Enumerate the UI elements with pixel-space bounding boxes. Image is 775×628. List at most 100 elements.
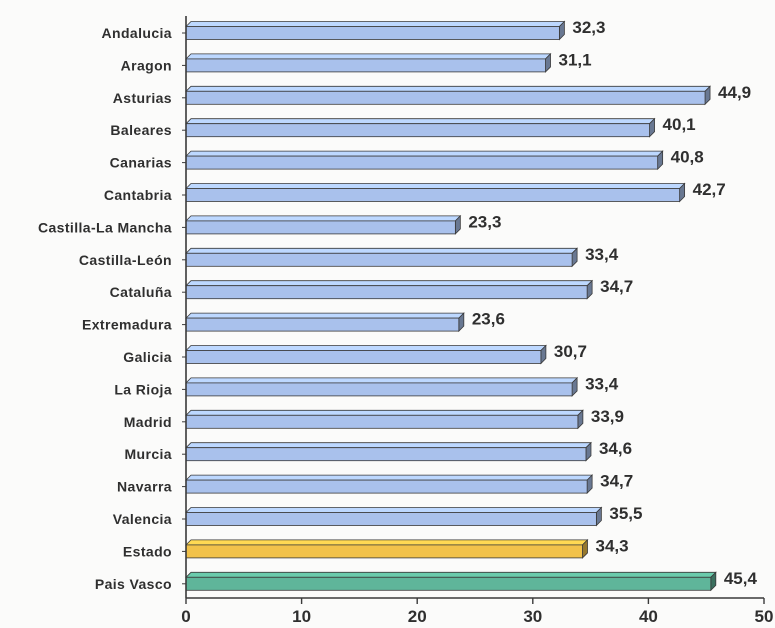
bar-baleares <box>185 117 656 138</box>
value-label-andalucia: 32,3 <box>572 18 605 37</box>
bar-estado <box>185 538 589 559</box>
bar-front-face <box>185 544 583 559</box>
bar-andalucia <box>185 20 566 41</box>
category-label-madrid: Madrid <box>124 414 172 430</box>
value-label-navarra: 34,7 <box>600 472 633 491</box>
value-label-aragon: 31,1 <box>559 50 592 69</box>
value-label-asturias: 44,9 <box>718 83 751 102</box>
bar-la-rioja <box>185 376 579 397</box>
category-label-cataluna: Cataluña <box>110 284 172 300</box>
bar-pais-vasco <box>185 571 717 592</box>
category-label-aragon: Aragon <box>121 57 172 73</box>
bar-front-face <box>185 479 588 494</box>
bar-top-face <box>185 345 547 351</box>
bar-navarra <box>185 474 594 495</box>
bar-front-face <box>185 155 659 170</box>
value-label-castilla-la-mancha: 23,3 <box>468 212 501 231</box>
value-label-madrid: 33,9 <box>591 407 624 426</box>
category-label-asturias: Asturias <box>113 90 172 106</box>
x-tick-label-20: 20 <box>408 607 427 626</box>
bar-top-face <box>185 118 656 125</box>
value-label-canarias: 40,8 <box>671 148 704 167</box>
value-label-castilla-leon: 33,4 <box>585 245 619 264</box>
bar-top-face <box>185 85 712 92</box>
bar-galicia <box>185 344 547 365</box>
bar-front-face <box>185 350 542 364</box>
bar-canarias <box>185 150 664 171</box>
value-label-valencia: 35,5 <box>609 504 642 523</box>
value-label-la-rioja: 33,4 <box>585 374 619 393</box>
bar-castilla-la-mancha <box>185 214 462 235</box>
bar-cataluna <box>185 279 594 300</box>
bar-top-face <box>185 183 686 189</box>
bar-valencia <box>185 506 603 527</box>
bar-top-face <box>185 442 592 449</box>
bar-front-face <box>185 188 681 202</box>
bar-top-face <box>185 474 594 481</box>
value-label-cataluna: 34,7 <box>600 277 633 296</box>
bar-top-face <box>185 150 664 157</box>
bar-front-face <box>185 414 579 429</box>
bar-top-face <box>185 53 552 60</box>
bar-front-face <box>185 576 712 591</box>
bar-top-face <box>185 507 603 513</box>
bar-cantabria <box>185 182 686 203</box>
bar-front-face <box>185 382 573 397</box>
bar-asturias <box>185 85 712 106</box>
category-label-murcia: Murcia <box>124 446 172 462</box>
x-tick-label-0: 0 <box>181 607 190 626</box>
x-tick-label-30: 30 <box>523 607 542 626</box>
category-label-navarra: Navarra <box>117 479 172 495</box>
category-label-la-rioja: La Rioja <box>114 381 172 397</box>
category-label-estado: Estado <box>123 543 172 559</box>
bar-top-face <box>185 21 566 27</box>
category-labels-layer: Andalucia Aragon Asturias Baleares Canarias C… <box>38 25 172 592</box>
bar-top-face <box>185 247 579 254</box>
x-tick-label-50: 50 <box>755 607 774 626</box>
bar-top-face <box>185 215 462 222</box>
bar-front-face <box>185 123 650 138</box>
bar-aragon <box>185 52 552 73</box>
bar-top-face <box>185 312 465 319</box>
bar-top-face <box>185 409 584 416</box>
category-label-castilla-la-mancha: Castilla-La Mancha <box>38 219 172 235</box>
x-tick-label-40: 40 <box>639 607 658 626</box>
bar-murcia <box>185 441 592 462</box>
bar-top-face <box>185 539 589 546</box>
bar-extremadura <box>185 312 465 333</box>
category-label-andalucia: Andalucia <box>101 25 172 41</box>
bar-top-face <box>185 571 717 578</box>
bar-front-face <box>185 26 560 40</box>
category-label-pais-vasco: Pais Vasco <box>95 576 172 592</box>
bar-castilla-leon <box>185 247 579 268</box>
category-label-cantabria: Cantabria <box>104 187 172 203</box>
bar-front-face <box>185 252 573 267</box>
bar-top-face <box>185 280 594 287</box>
bar-top-face <box>185 377 579 384</box>
value-labels-layer: 32,3 31,1 44,9 40,1 40,8 42,7 23,3 33,4 34,7 23,6… <box>468 18 757 588</box>
category-label-galicia: Galicia <box>123 349 172 365</box>
value-label-estado: 34,3 <box>596 536 629 555</box>
bar-front-face <box>185 58 546 73</box>
value-label-cantabria: 42,7 <box>693 180 726 199</box>
x-tick-label-10: 10 <box>292 607 311 626</box>
value-label-murcia: 34,6 <box>599 439 632 458</box>
bars-layer <box>185 20 717 592</box>
bar-front-face <box>185 512 597 526</box>
category-label-extremadura: Extremadura <box>82 317 172 333</box>
category-label-canarias: Canarias <box>110 155 172 171</box>
category-label-valencia: Valencia <box>113 511 172 527</box>
bar-front-face <box>185 90 706 105</box>
value-label-baleares: 40,1 <box>663 115 696 134</box>
bar-front-face <box>185 447 587 462</box>
value-label-extremadura: 23,6 <box>472 310 505 329</box>
bar-front-face <box>185 285 588 300</box>
axes-layer: 0 10 20 30 40 50 <box>181 16 773 626</box>
bar-madrid <box>185 409 584 430</box>
bar-front-face <box>185 317 460 332</box>
value-label-pais-vasco: 45,4 <box>724 569 758 588</box>
value-label-galicia: 30,7 <box>554 342 587 361</box>
category-label-castilla-leon: Castilla-León <box>79 252 172 268</box>
category-label-baleares: Baleares <box>110 122 172 138</box>
